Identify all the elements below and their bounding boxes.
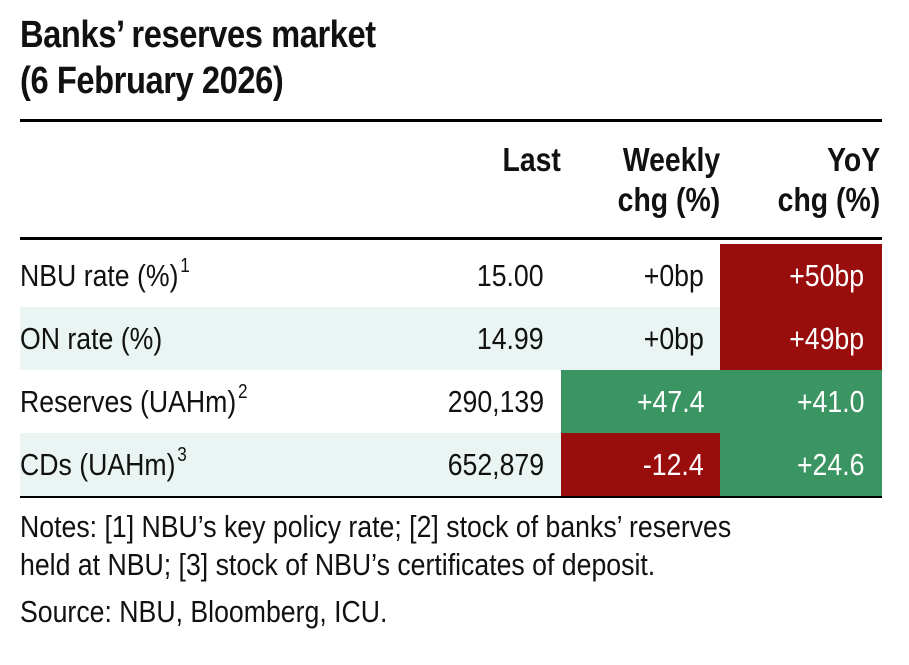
source-line: Source: NBU, Bloomberg, ICU. [20, 594, 388, 629]
table-row-on-rate: ON rate (%) 14.99 +0bp +49bp [20, 307, 882, 370]
cell-yoy-change: +50bp [789, 258, 864, 293]
column-header-yoy: YoY chg (%) [778, 140, 880, 220]
header-yoy-line-1: YoY [826, 141, 880, 178]
cell-yoy-change: +49bp [789, 321, 864, 356]
top-rule [20, 119, 882, 122]
yoy-highlight [720, 370, 882, 433]
row-label: ON rate (%) [20, 307, 162, 370]
row-label-text: Reserves (UAHm) [20, 384, 237, 419]
header-weekly-line-1: Weekly [622, 141, 720, 178]
cell-last: 14.99 [477, 321, 544, 356]
footnote-marker: 1 [180, 255, 190, 277]
header-weekly-line-2: chg (%) [617, 181, 720, 218]
column-header-last: Last [503, 140, 561, 180]
row-label: CDs (UAHm)3 [20, 433, 187, 496]
cell-last: 15.00 [477, 258, 544, 293]
weekly-highlight [561, 370, 720, 433]
table-row-cds: CDs (UAHm)3 652,879 -12.4 +24.6 [20, 433, 882, 496]
yoy-highlight [720, 433, 882, 496]
yoy-highlight [720, 244, 882, 307]
footnote-marker: 2 [237, 381, 248, 403]
header-yoy-line-2: chg (%) [777, 181, 880, 218]
cell-last: 290,139 [447, 384, 544, 419]
row-label: NBU rate (%)1 [20, 244, 190, 307]
cell-weekly-change: +47.4 [636, 384, 704, 419]
cell-last: 652,879 [447, 447, 544, 482]
column-header-weekly: Weekly chg (%) [618, 140, 720, 220]
row-label-text: NBU rate (%) [20, 258, 179, 293]
title-line-2: (6 February 2026) [20, 60, 284, 102]
weekly-highlight [561, 433, 720, 496]
notes-line-1: Notes: [1] NBU’s key policy rate; [2] st… [20, 509, 732, 544]
cell-weekly-change: +0bp [643, 258, 704, 293]
title-line-1: Banks’ reserves market [20, 14, 376, 56]
footnote-marker: 3 [177, 444, 187, 466]
row-label-text: ON rate (%) [20, 321, 163, 356]
cell-weekly-change: +0bp [643, 321, 704, 356]
header-last-label: Last [502, 141, 561, 178]
table-notes: Notes: [1] NBU’s key policy rate; [2] st… [20, 508, 880, 584]
row-label-text: CDs (UAHm) [20, 447, 176, 482]
cell-yoy-change: +24.6 [796, 447, 864, 482]
header-rule [20, 237, 882, 240]
bottom-rule [20, 496, 882, 498]
cell-weekly-change: -12.4 [643, 447, 704, 482]
yoy-highlight [720, 307, 882, 370]
table-row-reserves: Reserves (UAHm)2 290,139 +47.4 +41.0 [20, 370, 882, 433]
table-title: Banks’ reserves market (6 February 2026) [20, 12, 760, 104]
row-label: Reserves (UAHm)2 [20, 370, 248, 433]
notes-line-2: held at NBU; [3] stock of NBU’s certific… [20, 547, 656, 582]
table-row-nbu-rate: NBU rate (%)1 15.00 +0bp +50bp [20, 244, 882, 307]
cell-yoy-change: +41.0 [796, 384, 864, 419]
